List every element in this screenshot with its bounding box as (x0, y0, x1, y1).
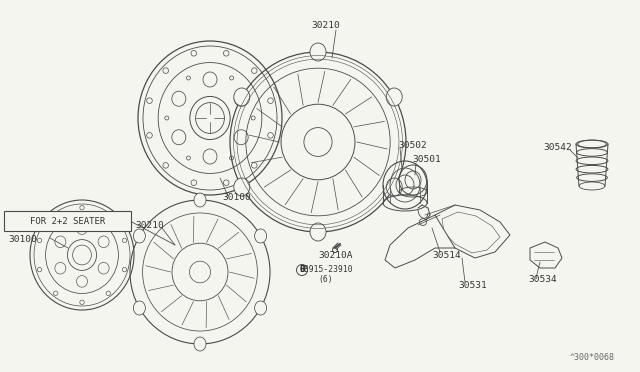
Ellipse shape (255, 301, 267, 315)
Text: 30534: 30534 (528, 276, 557, 285)
Ellipse shape (386, 178, 402, 196)
Text: 30542: 30542 (543, 144, 572, 153)
Ellipse shape (310, 43, 326, 61)
Polygon shape (385, 215, 455, 268)
FancyBboxPatch shape (4, 211, 131, 231)
Text: 30100: 30100 (8, 235, 36, 244)
Ellipse shape (577, 149, 607, 156)
Ellipse shape (386, 88, 402, 106)
Ellipse shape (194, 337, 206, 351)
Ellipse shape (133, 229, 145, 243)
Text: FOR 2+2 SEATER: FOR 2+2 SEATER (30, 217, 106, 225)
Text: 30210A: 30210A (318, 251, 353, 260)
Text: ^300*0068: ^300*0068 (570, 353, 615, 362)
Polygon shape (530, 242, 562, 268)
Ellipse shape (255, 229, 267, 243)
Text: 30210: 30210 (312, 20, 340, 29)
Ellipse shape (194, 193, 206, 207)
Text: 30501: 30501 (412, 155, 441, 164)
Text: 30502: 30502 (398, 141, 427, 150)
Ellipse shape (310, 223, 326, 241)
Ellipse shape (576, 157, 608, 164)
Ellipse shape (578, 140, 607, 148)
Ellipse shape (234, 88, 250, 106)
Text: 30514: 30514 (432, 250, 461, 260)
Text: B: B (299, 266, 305, 275)
Polygon shape (435, 205, 510, 258)
Ellipse shape (133, 301, 145, 315)
Text: (6): (6) (318, 275, 333, 284)
Text: 30100: 30100 (222, 193, 251, 202)
Ellipse shape (234, 178, 250, 196)
Text: 08915-23910: 08915-23910 (300, 265, 354, 274)
Text: 30210: 30210 (135, 221, 164, 230)
Text: 30531: 30531 (458, 280, 487, 289)
Ellipse shape (577, 174, 607, 182)
Ellipse shape (576, 166, 608, 173)
